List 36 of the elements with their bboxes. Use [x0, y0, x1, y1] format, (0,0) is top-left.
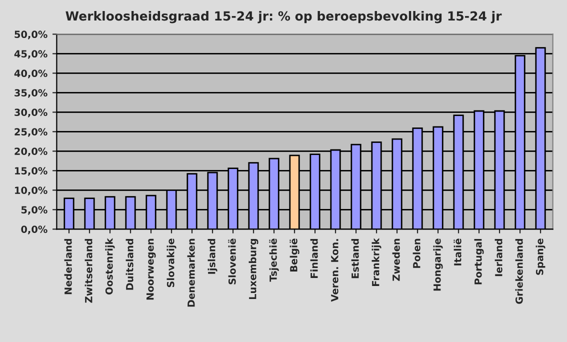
- x-tick-label: Griekenland: [515, 238, 523, 304]
- y-tick-label: 20,0%: [14, 148, 48, 156]
- x-tick-label: Noorwegen: [146, 238, 156, 300]
- x-tick-label: Slovakije: [166, 238, 176, 288]
- y-tick-label: 50,0%: [14, 30, 48, 40]
- y-tick-label: 40,0%: [14, 70, 48, 78]
- x-tick-label: Tsjechië: [269, 238, 279, 282]
- chart-title: Werkloosheidsgraad 15-24 jr: % op beroepsbevolking 15-24 jr: [66, 11, 502, 24]
- x-tick-label: Denemarken: [187, 238, 195, 307]
- x-tick-label: Polen: [412, 238, 420, 268]
- x-tick-label: Ijsland: [208, 238, 218, 274]
- y-tick-label: 10,0%: [15, 186, 48, 196]
- y-tick-label: 25,0%: [14, 128, 48, 137]
- x-tick-label: Hongarije: [433, 238, 443, 291]
- x-tick-label: Finland: [310, 238, 318, 278]
- y-tick-label: 5,0%: [21, 206, 48, 215]
- x-tick-label: Portugal: [474, 238, 484, 284]
- x-tick-label: Duitsland: [126, 238, 134, 290]
- x-tick-label: Oostenrijk: [105, 238, 115, 294]
- y-tick-label: 0,0%: [21, 226, 48, 234]
- x-tick-label: Frankrijk: [372, 238, 382, 286]
- y-tick-label: 30,0%: [14, 108, 48, 118]
- x-tick-label: Luxemburg: [248, 238, 258, 300]
- y-tick-label: 45,0%: [14, 50, 48, 59]
- x-tick-label: Ierland: [494, 238, 502, 276]
- x-tick-label: Nederland: [64, 238, 72, 294]
- x-tick-label: Zwitserland: [84, 238, 92, 303]
- x-tick-label: Spanje: [536, 238, 546, 275]
- x-tick-label: Slovenië: [228, 238, 236, 284]
- x-tick-label: Veren. Kon.: [331, 239, 338, 302]
- x-tick-label: Estland: [351, 238, 359, 278]
- y-tick-label: 15,0%: [15, 167, 48, 176]
- x-tick-label: België: [290, 238, 300, 272]
- x-tick-label: Italië: [454, 238, 462, 266]
- x-tick-label: Zweden: [392, 238, 400, 281]
- y-tick-label: 35,0%: [14, 89, 48, 98]
